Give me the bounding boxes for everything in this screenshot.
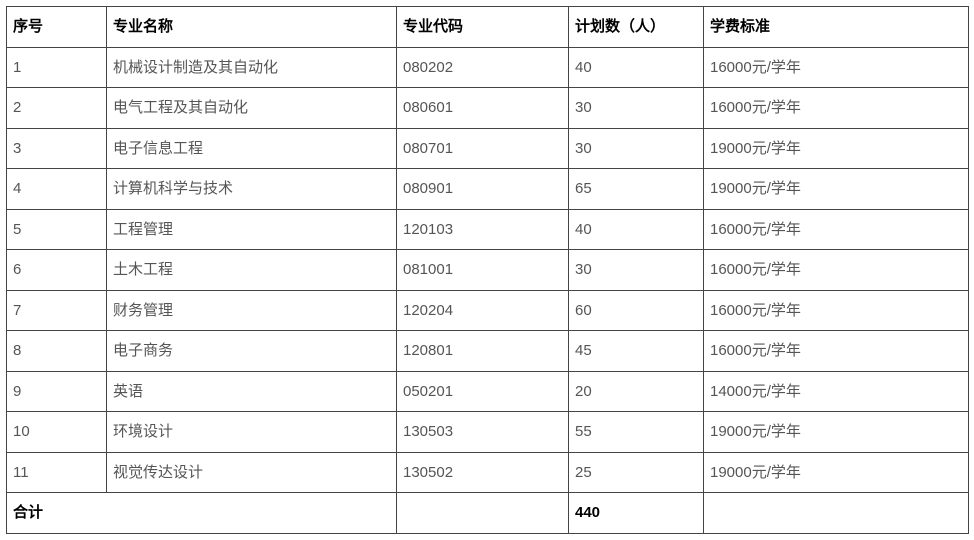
cell-serial: 3 [7,128,107,169]
cell-plan: 40 [569,47,704,88]
col-header-plan: 计划数（人） [569,7,704,48]
cell-fee: 14000元/学年 [704,371,969,412]
table-row: 5 工程管理 120103 40 16000元/学年 [7,209,969,250]
cell-major: 环境设计 [107,412,397,453]
cell-serial: 4 [7,169,107,210]
cell-plan: 40 [569,209,704,250]
cell-major: 电子商务 [107,331,397,372]
table-row: 11 视觉传达设计 130502 25 19000元/学年 [7,452,969,493]
cell-major: 电气工程及其自动化 [107,88,397,129]
cell-plan: 65 [569,169,704,210]
cell-major: 工程管理 [107,209,397,250]
cell-fee: 19000元/学年 [704,128,969,169]
cell-code: 050201 [397,371,569,412]
cell-serial: 6 [7,250,107,291]
cell-major: 土木工程 [107,250,397,291]
cell-serial: 2 [7,88,107,129]
cell-major: 英语 [107,371,397,412]
table-row: 6 土木工程 081001 30 16000元/学年 [7,250,969,291]
table-row: 9 英语 050201 20 14000元/学年 [7,371,969,412]
col-header-fee: 学费标准 [704,7,969,48]
cell-fee: 16000元/学年 [704,47,969,88]
cell-code: 120103 [397,209,569,250]
cell-plan: 30 [569,88,704,129]
cell-code: 080701 [397,128,569,169]
table-row: 2 电气工程及其自动化 080601 30 16000元/学年 [7,88,969,129]
cell-plan: 30 [569,128,704,169]
cell-plan: 30 [569,250,704,291]
cell-plan: 55 [569,412,704,453]
cell-plan: 60 [569,290,704,331]
cell-fee: 19000元/学年 [704,169,969,210]
cell-serial: 1 [7,47,107,88]
total-blank [704,493,969,534]
cell-fee: 16000元/学年 [704,331,969,372]
cell-fee: 19000元/学年 [704,452,969,493]
cell-plan: 20 [569,371,704,412]
majors-table: 序号 专业名称 专业代码 计划数（人） 学费标准 1 机械设计制造及其自动化 0… [6,6,969,534]
table-row: 8 电子商务 120801 45 16000元/学年 [7,331,969,372]
cell-fee: 16000元/学年 [704,88,969,129]
cell-serial: 8 [7,331,107,372]
cell-serial: 5 [7,209,107,250]
cell-code: 080901 [397,169,569,210]
cell-fee: 16000元/学年 [704,290,969,331]
cell-fee: 16000元/学年 [704,209,969,250]
total-blank [397,493,569,534]
table-body: 1 机械设计制造及其自动化 080202 40 16000元/学年 2 电气工程… [7,47,969,533]
cell-serial: 11 [7,452,107,493]
total-label: 合计 [7,493,397,534]
cell-plan: 25 [569,452,704,493]
cell-code: 130502 [397,452,569,493]
table-row: 1 机械设计制造及其自动化 080202 40 16000元/学年 [7,47,969,88]
cell-serial: 10 [7,412,107,453]
table-total-row: 合计 440 [7,493,969,534]
cell-major: 机械设计制造及其自动化 [107,47,397,88]
table-row: 7 财务管理 120204 60 16000元/学年 [7,290,969,331]
table-row: 4 计算机科学与技术 080901 65 19000元/学年 [7,169,969,210]
cell-major: 财务管理 [107,290,397,331]
cell-code: 080202 [397,47,569,88]
cell-code: 120204 [397,290,569,331]
table-row: 10 环境设计 130503 55 19000元/学年 [7,412,969,453]
cell-serial: 9 [7,371,107,412]
total-value: 440 [569,493,704,534]
cell-code: 081001 [397,250,569,291]
cell-code: 080601 [397,88,569,129]
cell-serial: 7 [7,290,107,331]
cell-major: 电子信息工程 [107,128,397,169]
cell-major: 计算机科学与技术 [107,169,397,210]
col-header-code: 专业代码 [397,7,569,48]
cell-major: 视觉传达设计 [107,452,397,493]
cell-plan: 45 [569,331,704,372]
col-header-major: 专业名称 [107,7,397,48]
col-header-serial: 序号 [7,7,107,48]
table-header-row: 序号 专业名称 专业代码 计划数（人） 学费标准 [7,7,969,48]
cell-code: 130503 [397,412,569,453]
cell-fee: 16000元/学年 [704,250,969,291]
cell-code: 120801 [397,331,569,372]
cell-fee: 19000元/学年 [704,412,969,453]
table-row: 3 电子信息工程 080701 30 19000元/学年 [7,128,969,169]
